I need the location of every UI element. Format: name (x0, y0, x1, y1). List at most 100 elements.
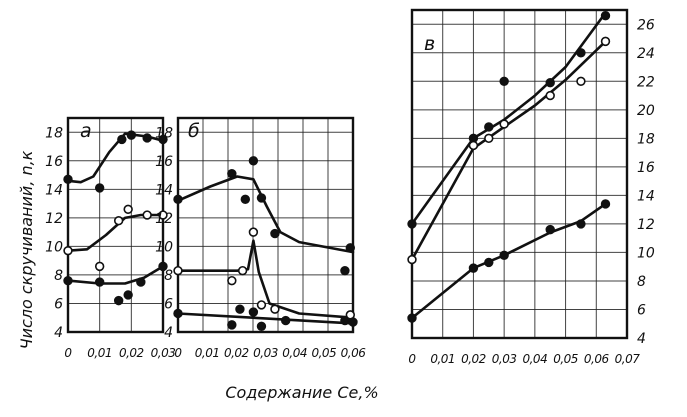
panel-b-y-tick-label: 6 (164, 296, 173, 312)
panel-b-series-0-curve (176, 175, 355, 254)
panel-b-series-1-point (173, 265, 183, 276)
panel-v-series-2-point (545, 224, 555, 235)
panel-a: 4 6 8 10 12 14 16 18 0 0,01 0,02 0,03 а (45, 116, 176, 360)
panel-v-series-2-point (600, 199, 611, 209)
panel-v-series-1-point (484, 133, 494, 144)
panel-v-x-tick-label: 0,02 (461, 352, 486, 366)
panel-v-x-tick-label: 0 (408, 352, 416, 366)
panel-v-series-1-point (545, 90, 555, 101)
panel-b-series-0-point (240, 194, 251, 205)
panel-v-y-tick-label: 10 (637, 245, 655, 261)
panel-b-series-2-point (173, 308, 183, 319)
panel-b-series-1-point (256, 300, 267, 310)
panel-a-y-tick-label: 6 (54, 296, 63, 312)
panel-v-series-1-curve (410, 40, 607, 261)
panel-v-y-tick-label: 22 (637, 74, 655, 90)
panel-b-x-tick-label: 0,05 (311, 346, 336, 360)
panel-a-x-tick-label: 0,02 (119, 346, 144, 360)
panel-b-series-2-point (227, 320, 237, 330)
panel-v-x-tick-label: 0,05 (553, 352, 578, 366)
panel-a-series-2-curve (66, 265, 165, 285)
panel-b-series-1-point (248, 227, 259, 237)
panel-b-y-tick-label: 10 (155, 239, 173, 255)
panel-b-series-1-point (227, 275, 237, 286)
panel-b-series-2-point (256, 321, 267, 331)
panel-v-series-0-curve (410, 11, 607, 226)
panel-b-label: б (188, 120, 200, 142)
y-axis-label: Число скручиваний, n,к (17, 150, 36, 349)
x-axis-label: Содержание Се,% (225, 383, 378, 402)
panel-v-x-tick-label: 0,06 (584, 352, 610, 366)
panel-v-series-2-point (468, 263, 479, 273)
panel-b-x-tick-label: 0,01 (195, 346, 220, 360)
panel-a-series-0-point (142, 133, 152, 143)
panel-a-series-0-point (117, 134, 127, 145)
panel-v-label: в (424, 33, 435, 55)
panel-b-y-tick-label: 8 (164, 268, 173, 284)
panel-a-series-2-point (63, 275, 73, 286)
panel-v-series-2-point (499, 250, 509, 260)
panel-v-series-2-curve (410, 202, 607, 320)
panel-v-y-tick-label: 4 (637, 331, 646, 347)
panel-a-series-1-point (94, 261, 105, 272)
panel-a-series-1-point (142, 210, 152, 220)
panel-a-series-1-point (63, 245, 73, 256)
panel-a-label: а (80, 120, 92, 142)
panel-a-series-2-point (113, 295, 124, 306)
panel-v-series-1-point (407, 254, 417, 265)
panel-b-y-tick-label: 16 (155, 154, 173, 170)
panel-v: 4 6 8 10 12 14 16 18 20 22 24 26 0 0,01 0,02 0,03 0,04 0,… (407, 8, 655, 366)
panel-v-y-tick-label: 8 (637, 274, 646, 290)
panel-b-series-1-point (270, 304, 280, 314)
panel-a-series-2-point (94, 277, 105, 287)
panel-v-series-2-point (576, 219, 586, 229)
panel-b-series-1-point (237, 265, 248, 276)
panel-a-series-2-point (136, 277, 146, 287)
panel-b-series-2-curve (176, 312, 355, 325)
panel-b-series-2-point (340, 315, 350, 326)
panel-a-series-2-point (123, 290, 133, 300)
panel-b-y-tick-label: 4 (164, 325, 173, 341)
panel-v-frame (410, 8, 629, 340)
panel-a-y-tick-label: 16 (45, 154, 63, 170)
panel-b: 4 6 8 10 12 14 16 18 0 0,01 0,02 0,03 0,04 0,05 0,06 б (155, 116, 367, 360)
panel-b-series-0-point (256, 193, 267, 203)
panel-a-x-tick-label: 0,01 (87, 346, 112, 360)
panel-b-x-tick-label: 0,03 (253, 346, 278, 360)
panel-v-series-0-point (499, 76, 509, 87)
panel-b-frame (176, 116, 355, 334)
panel-a-x-tick-label: 0 (64, 346, 72, 360)
panel-b-series-0-point (340, 265, 350, 276)
panel-v-series-0-point (545, 78, 555, 88)
panel-b-series-0-point (345, 243, 356, 253)
panel-v-series-0-point (407, 219, 417, 229)
panel-v-x-tick-label: 0,04 (522, 352, 547, 366)
panel-a-y-tick-label: 10 (45, 239, 63, 255)
panel-b-x-tick-label: 0,06 (341, 346, 367, 360)
panel-a-x-tick-label: 0,03 (151, 346, 176, 360)
panel-b-series-2-point (348, 317, 358, 327)
panel-v-series-2-point (484, 257, 494, 268)
panel-v-series-0-point (576, 48, 586, 58)
panel-b-series-2-point (248, 307, 259, 317)
panel-b-y-tick-label: 18 (155, 125, 173, 141)
panel-a-series-0-point (158, 134, 168, 145)
panel-v-y-tick-label: 20 (637, 103, 655, 119)
panel-b-series-0-point (227, 168, 237, 179)
panel-a-frame (66, 116, 165, 334)
panel-v-y-tick-label: 12 (637, 217, 655, 233)
panel-a-series-2-point (158, 261, 168, 272)
panel-b-x-tick-label: 0,04 (282, 346, 307, 360)
panel-b-y-tick-label: 12 (155, 211, 173, 227)
panel-b-y-tick-label: 14 (155, 182, 173, 198)
panel-v-y-tick-label: 6 (637, 302, 646, 318)
panel-b-series-0-point (248, 156, 259, 166)
panel-v-x-tick-label: 0,01 (430, 352, 455, 366)
panel-a-series-0-point (94, 183, 105, 193)
panel-b-series-2-point (235, 304, 245, 314)
panel-v-y-tick-label: 14 (637, 188, 655, 204)
panel-v-series-1-point (576, 76, 586, 87)
panel-a-y-tick-label: 14 (45, 182, 63, 198)
panel-a-y-tick-label: 4 (54, 325, 63, 341)
